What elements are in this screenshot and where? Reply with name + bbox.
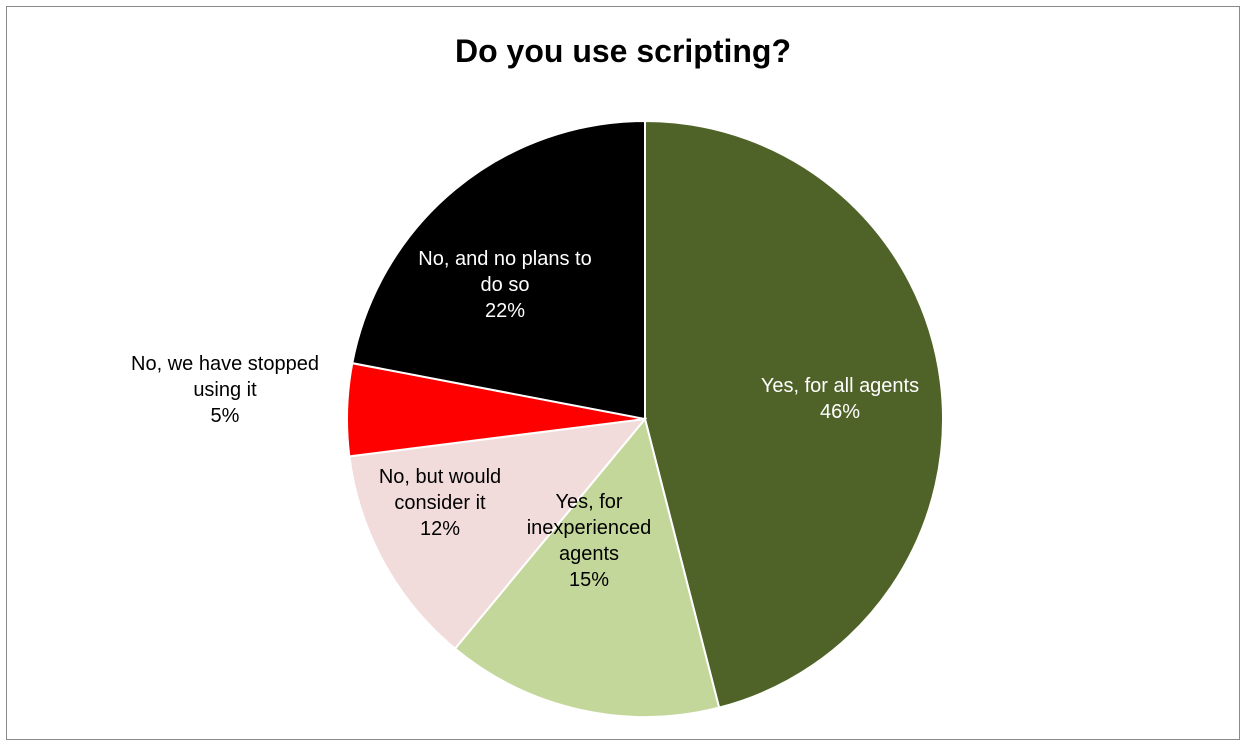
data-label-3: No, but would consider it 12% <box>379 466 501 540</box>
pie-labels: Yes, for all agents 46% Yes, for inexperien… <box>131 248 919 591</box>
data-label-4: No, we have stopped using it 5% <box>131 353 319 427</box>
pie-slice-2 <box>453 416 721 718</box>
chart-title: Do you use scripting? <box>455 33 791 69</box>
pie-slice-1 <box>644 119 944 709</box>
pie-slice-5 <box>351 119 646 421</box>
data-label-5: No, and no plans to do so 22% <box>418 248 591 322</box>
pie-slices <box>346 119 944 718</box>
data-label-2: Yes, for inexperienced agents 15% <box>527 491 652 591</box>
pie-slice-3 <box>348 417 648 651</box>
data-label-1: Yes, for all agents 46% <box>761 375 919 423</box>
